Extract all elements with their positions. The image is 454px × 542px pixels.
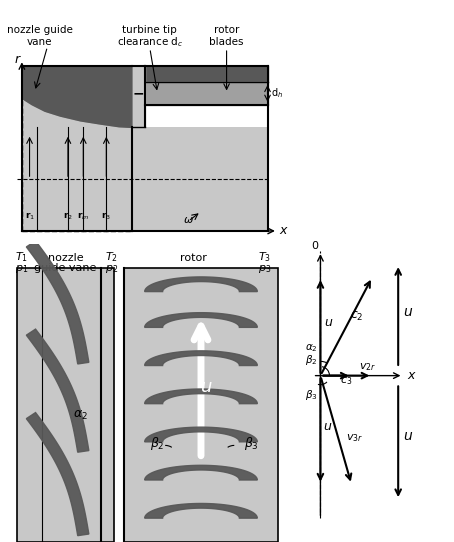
Text: 0: 0 xyxy=(311,241,318,251)
Polygon shape xyxy=(145,389,257,404)
Text: turbine tip: turbine tip xyxy=(123,25,177,35)
Text: clearance d$_c$: clearance d$_c$ xyxy=(117,35,183,49)
Polygon shape xyxy=(145,313,257,327)
Text: $\beta_2$: $\beta_2$ xyxy=(305,353,317,367)
FancyBboxPatch shape xyxy=(17,268,114,542)
Text: $p_1$: $p_1$ xyxy=(15,263,29,275)
FancyBboxPatch shape xyxy=(22,66,132,127)
Text: $\beta_3$: $\beta_3$ xyxy=(305,388,317,402)
Text: guide vane: guide vane xyxy=(34,263,97,273)
Text: $\alpha_2$: $\alpha_2$ xyxy=(73,409,88,422)
Text: vane: vane xyxy=(27,37,53,47)
Text: $v_{3r}$: $v_{3r}$ xyxy=(346,433,364,444)
Text: $u$: $u$ xyxy=(324,317,333,330)
Text: $u$: $u$ xyxy=(403,429,414,443)
Text: −: − xyxy=(133,86,144,100)
Polygon shape xyxy=(145,82,267,105)
Text: nozzle guide: nozzle guide xyxy=(7,25,73,35)
Text: r$_m$: r$_m$ xyxy=(77,211,89,222)
Text: rotor: rotor xyxy=(214,25,239,35)
Polygon shape xyxy=(145,504,257,518)
FancyBboxPatch shape xyxy=(124,268,278,542)
Polygon shape xyxy=(145,66,267,82)
Text: $u$: $u$ xyxy=(323,420,332,433)
Text: r$_3$: r$_3$ xyxy=(101,211,111,222)
Polygon shape xyxy=(145,466,257,480)
Text: nozzle: nozzle xyxy=(48,253,83,262)
Polygon shape xyxy=(26,412,89,535)
Text: $p_2$: $p_2$ xyxy=(105,263,118,275)
Text: $u$: $u$ xyxy=(200,378,212,396)
Text: r$_1$: r$_1$ xyxy=(25,211,35,222)
Text: $T_1$: $T_1$ xyxy=(15,250,29,264)
Text: $x$: $x$ xyxy=(407,369,417,382)
Text: $c_2$: $c_2$ xyxy=(350,309,364,322)
Text: $\beta_3$: $\beta_3$ xyxy=(245,435,259,451)
Text: $p_3$: $p_3$ xyxy=(258,263,271,275)
Text: $T_2$: $T_2$ xyxy=(105,250,118,264)
Text: $c_3$: $c_3$ xyxy=(340,376,352,387)
Text: $\beta_2$: $\beta_2$ xyxy=(150,435,164,451)
Polygon shape xyxy=(22,66,132,122)
Polygon shape xyxy=(132,66,145,127)
Text: r$_2$: r$_2$ xyxy=(63,211,73,222)
Text: $\omega$: $\omega$ xyxy=(183,215,193,225)
Text: blades: blades xyxy=(209,37,244,47)
Polygon shape xyxy=(22,66,132,127)
Text: rotor: rotor xyxy=(180,253,207,262)
Polygon shape xyxy=(145,351,257,365)
Polygon shape xyxy=(22,66,132,127)
Text: r: r xyxy=(14,53,20,66)
Text: d$_h$: d$_h$ xyxy=(271,87,283,100)
Polygon shape xyxy=(145,277,257,292)
Text: $u$: $u$ xyxy=(403,305,414,319)
Polygon shape xyxy=(26,329,89,452)
Polygon shape xyxy=(26,241,89,364)
Text: $\alpha_2$: $\alpha_2$ xyxy=(305,341,318,353)
Text: $v_{2r}$: $v_{2r}$ xyxy=(359,361,376,373)
Text: $T_3$: $T_3$ xyxy=(258,250,271,264)
Polygon shape xyxy=(145,427,257,442)
Text: x: x xyxy=(279,224,286,237)
FancyBboxPatch shape xyxy=(132,127,267,231)
FancyBboxPatch shape xyxy=(22,127,132,231)
